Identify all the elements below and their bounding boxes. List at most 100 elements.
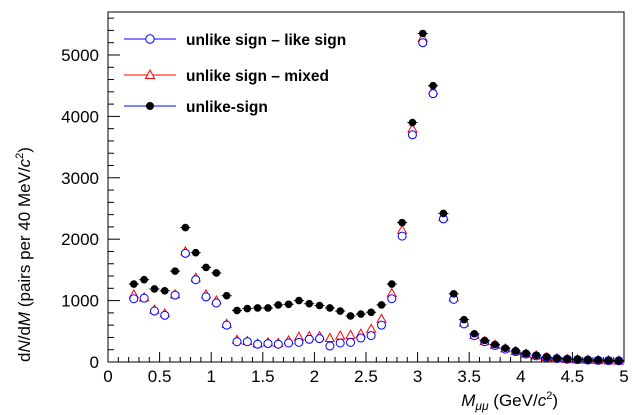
data-point-unlike-minus-like [170,290,180,300]
data-point-unlike-sign [429,81,437,90]
data-point-unlike-minus-like [294,337,304,347]
data-point-unlike-sign [346,312,355,320]
data-point-unlike-minus-like [222,320,232,330]
data-point-unlike-minus-like [232,337,242,347]
data-point-unlike-sign [460,315,468,324]
data-point-unlike-minus-like [387,294,397,304]
data-point-unlike-sign [181,223,190,232]
x-tick-label: 3 [413,367,422,386]
data-point-unlike-sign [542,353,551,361]
data-point-unlike-sign [130,280,138,288]
data-marks [128,29,625,366]
data-point-unlike-sign [615,356,623,365]
data-point-unlike-sign [501,344,510,352]
data-point-unlike-sign [594,356,602,365]
data-point-unlike-sign [470,329,479,338]
data-point-unlike-minus-like [428,89,438,99]
data-point-unlike-minus-like [407,130,417,140]
data-point-unlike-minus-mixed [345,329,356,339]
data-point-unlike-sign [573,355,582,364]
x-axis-title: Mμμ (GeV/c2) [461,390,558,413]
data-point-unlike-sign [222,291,231,300]
data-point-unlike-sign [491,340,499,349]
data-point-unlike-minus-like [346,337,356,347]
x-tick-label: 2 [310,367,319,386]
y-tick-label: 0 [90,353,99,372]
legend-label: unlike-sign [186,99,268,116]
data-point-unlike-sign [532,351,541,360]
y-tick-label: 4000 [61,107,99,126]
legend-marker-open-triangle [144,68,156,79]
data-point-unlike-minus-like [315,334,325,344]
legend: unlike sign – like sign unlike sign – mi… [124,32,346,116]
data-point-unlike-sign [357,310,365,318]
data-point-unlike-sign [171,267,179,275]
data-point-unlike-sign [264,304,272,312]
data-point-unlike-sign [439,209,448,218]
y-axis: 0 1000 2000 3000 4000 5000 [61,17,120,372]
plot-area [107,11,625,363]
data-point-unlike-minus-like [284,338,294,348]
data-point-unlike-minus-like [253,339,263,349]
data-point-unlike-sign [326,304,334,312]
x-tick-label: 5 [619,367,628,386]
data-point-unlike-minus-mixed [334,329,346,340]
data-point-unlike-sign [398,218,406,227]
data-point-unlike-sign [202,263,210,272]
data-point-unlike-sign [449,290,458,298]
x-tick-label: 1.5 [251,367,275,386]
data-point-unlike-sign [522,349,530,358]
data-point-unlike-sign [388,280,396,288]
data-point-unlike-sign [243,304,252,313]
legend-entry-unlike-minus-like: unlike sign – like sign [124,32,346,49]
data-point-unlike-sign [418,29,427,38]
legend-entry-unlike-sign: unlike-sign [124,99,268,116]
data-point-unlike-minus-like [129,294,139,304]
x-tick-label: 3.5 [457,367,481,386]
x-tick-label: 4.5 [561,367,585,386]
data-point-unlike-minus-like [335,338,345,348]
data-point-unlike-minus-like [211,298,221,308]
data-point-unlike-sign [295,296,303,305]
data-point-unlike-minus-like [397,231,407,241]
data-point-unlike-sign [336,307,345,315]
data-point-unlike-minus-like [376,320,386,330]
data-point-unlike-minus-like [263,339,273,349]
data-point-unlike-sign [284,300,293,309]
x-tick-label: 1 [206,367,215,386]
data-point-unlike-minus-like [304,334,314,344]
data-point-unlike-minus-mixed [365,323,377,333]
data-point-unlike-minus-like [160,310,170,320]
data-point-unlike-sign [233,306,241,315]
y-tick-label: 5000 [61,46,99,65]
data-point-unlike-minus-like [418,38,428,48]
data-point-unlike-sign [604,356,613,365]
data-point-unlike-minus-like [191,275,201,285]
data-point-unlike-minus-like [149,306,159,316]
data-point-unlike-sign [553,354,561,363]
y-tick-label: 2000 [61,230,99,249]
data-point-unlike-sign [191,248,200,257]
data-point-unlike-sign [140,275,148,284]
data-point-unlike-sign [212,269,221,277]
data-point-unlike-sign [150,285,159,293]
data-point-unlike-sign [480,336,489,345]
legend-label: unlike sign – mixed [186,68,329,85]
data-point-unlike-minus-like [356,333,366,343]
data-point-unlike-sign [305,299,314,308]
x-axis: 0 0.5 1 1.5 2 2.5 3 3.5 4 4.5 5 [103,352,629,386]
data-point-unlike-sign [584,356,592,364]
plot-frame [107,11,625,363]
data-point-unlike-minus-like [273,339,283,349]
y-tick-label: 3000 [61,169,99,188]
data-point-unlike-sign [511,347,520,355]
data-point-unlike-sign [563,355,572,363]
x-tick-label: 4 [516,367,525,386]
data-point-unlike-sign [253,304,262,312]
data-point-unlike-minus-like [139,293,149,303]
data-point-unlike-sign [274,301,283,309]
legend-label: unlike sign – like sign [186,32,346,49]
data-point-unlike-sign [160,286,169,295]
y-axis-title: dN/dM (pairs per 40 MeV/c2) [14,147,34,362]
